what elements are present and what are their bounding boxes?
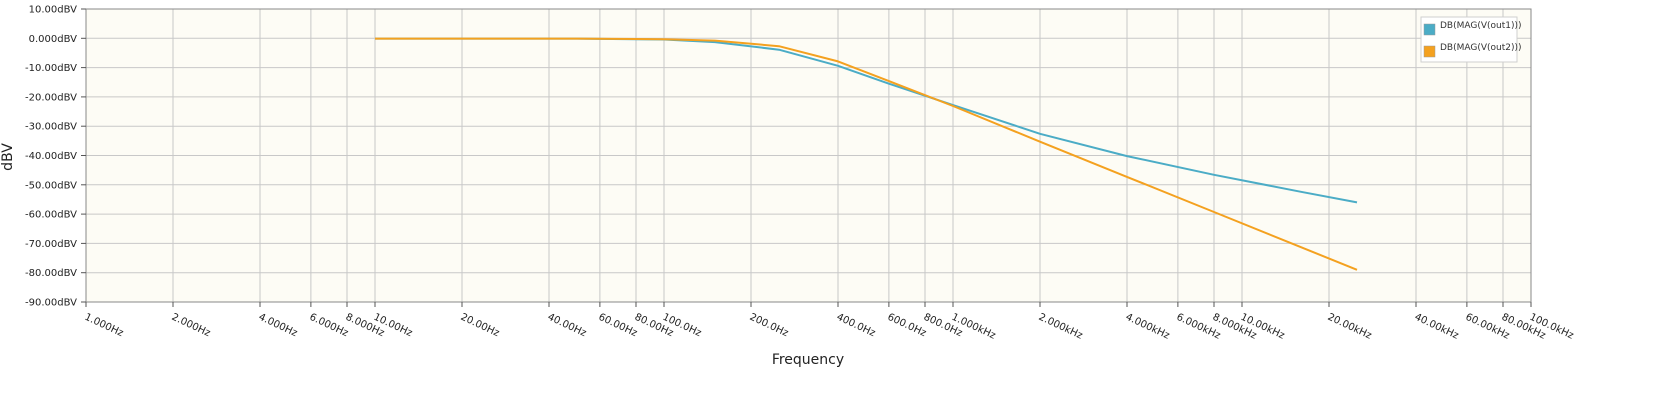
y-tick-label: -20.00dBV xyxy=(25,92,77,103)
series-line-2 xyxy=(375,37,1358,271)
x-tick-label: 20.00Hz xyxy=(459,312,501,339)
x-axis-title: Frequency xyxy=(772,352,844,368)
x-tick-label: 6.000Hz xyxy=(308,312,350,339)
y-tick-label: -50.00dBV xyxy=(25,180,77,191)
y-axis-ticks: 10.00dBV 0.000dBV -10.00dBV -20.00dBV -30.00… xyxy=(25,5,86,309)
x-tick-label: 2.000Hz xyxy=(170,312,212,339)
x-tick-label: 4.000Hz xyxy=(257,312,299,339)
x-tick-label: 40.00kHz xyxy=(1413,312,1460,342)
y-tick-label: -80.00dBV xyxy=(25,268,77,279)
x-tick-label: 20.00kHz xyxy=(1326,312,1373,342)
legend-swatch-1 xyxy=(1423,23,1436,36)
y-tick-label: -60.00dBV xyxy=(25,210,77,221)
y-tick-label: 10.00dBV xyxy=(29,5,78,16)
legend-label-2: DB(MAG(V(out2))) xyxy=(1440,43,1522,53)
series-lines xyxy=(375,37,1358,271)
y-tick-label: -70.00dBV xyxy=(25,239,77,250)
grid-lines xyxy=(85,8,1532,303)
x-tick-label: 400.0Hz xyxy=(835,312,877,339)
legend-swatch-2 xyxy=(1423,45,1436,58)
y-tick-label: -30.00dBV xyxy=(25,122,77,133)
x-tick-label: 2.000kHz xyxy=(1037,312,1084,342)
y-tick-label: 0.000dBV xyxy=(29,34,78,45)
legend-label-1: DB(MAG(V(out1))) xyxy=(1440,21,1522,31)
x-tick-label: 600.0Hz xyxy=(886,312,928,339)
x-tick-label: 60.00Hz xyxy=(597,312,639,339)
y-tick-label: -10.00dBV xyxy=(25,63,77,74)
x-tick-label: 40.00Hz xyxy=(546,312,588,339)
x-tick-label: 200.0Hz xyxy=(748,312,790,339)
x-tick-label: 1.000Hz xyxy=(83,312,125,339)
y-axis-title: dBV xyxy=(0,143,16,171)
y-tick-label: -90.00dBV xyxy=(25,298,77,309)
y-tick-label: -40.00dBV xyxy=(25,151,77,162)
legend-box xyxy=(1420,16,1518,63)
x-tick-label: 4.000kHz xyxy=(1124,312,1171,342)
legend: DB(MAG(V(out1))) DB(MAG(V(out2))) xyxy=(1420,16,1522,63)
x-axis-ticks: 1.000Hz 2.000Hz 4.000Hz 6.000Hz8.000Hz10.00… xyxy=(83,302,1575,342)
